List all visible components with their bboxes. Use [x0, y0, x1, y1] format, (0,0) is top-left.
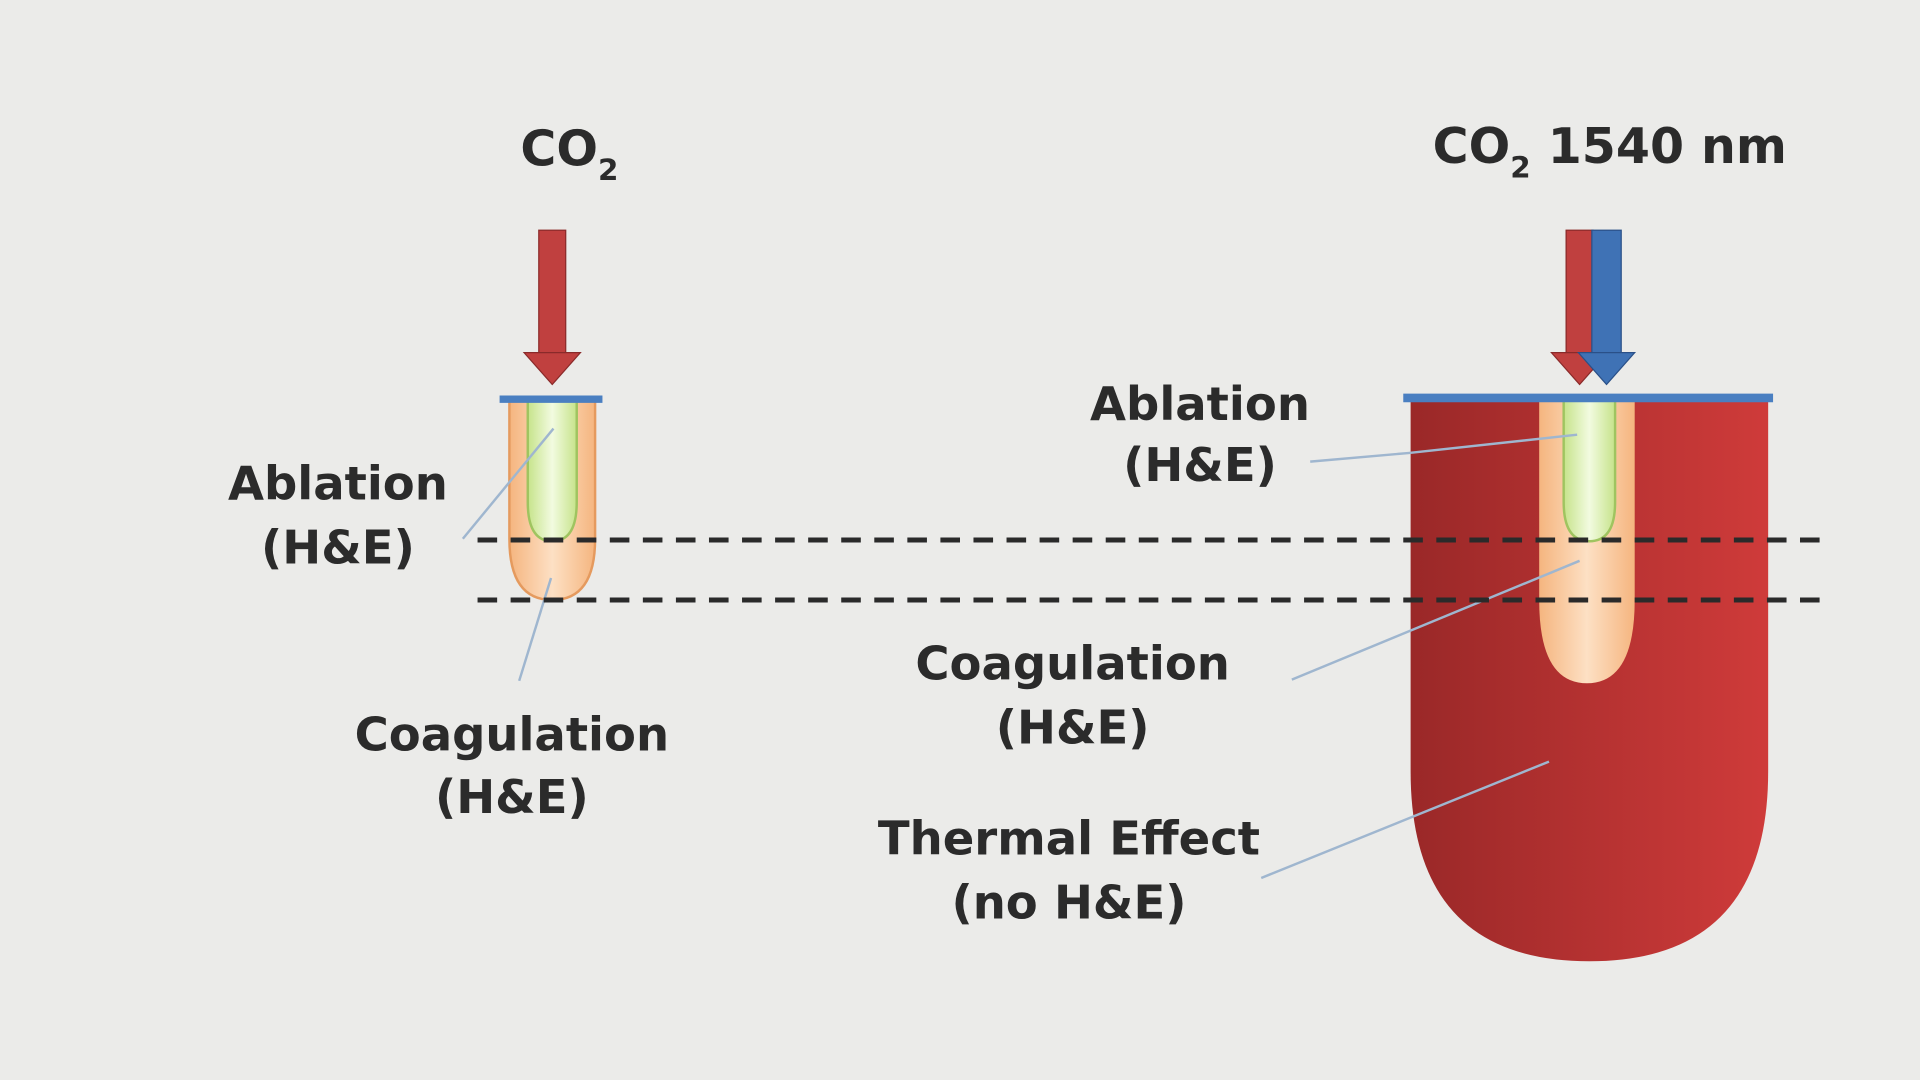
right-ablation-zone — [1562, 399, 1617, 543]
1540nm-arrow-icon — [1577, 229, 1637, 386]
thermal-effect-leader — [1260, 760, 1550, 880]
left-ablation-label-sub: (H&E) — [261, 520, 415, 574]
left-coagulation-label-sub: (H&E) — [435, 770, 589, 824]
left-ablation-leader — [461, 427, 555, 540]
co2-arrow-icon — [1550, 229, 1610, 386]
left-ablation-zone — [526, 399, 578, 543]
thermal-effect-label-sub: (no H&E) — [951, 875, 1186, 929]
thermal-effect-label: Thermal Effect — [878, 812, 1260, 866]
left-coagulation-label: Coagulation — [355, 708, 669, 762]
right-title: CO2 1540 nm — [1433, 118, 1787, 185]
left-title: CO2 — [520, 120, 618, 187]
right-ablation-label-sub: (H&E) — [1123, 438, 1277, 492]
left-coagulation-leader — [518, 577, 553, 682]
right-coagulation-label: Coagulation — [915, 637, 1229, 691]
right-ablation-label: Ablation — [1090, 377, 1310, 431]
right-coagulation-leader — [1291, 559, 1581, 681]
right-coagulation-label-sub: (H&E) — [996, 700, 1150, 754]
co2-arrow-icon — [522, 229, 582, 386]
left-ablation-label: Ablation — [228, 457, 448, 511]
right-ablation-leader — [1310, 433, 1578, 463]
left-co2-panel: CO2 Ablation (H&E) Coagulation (H&E) — [228, 120, 669, 824]
